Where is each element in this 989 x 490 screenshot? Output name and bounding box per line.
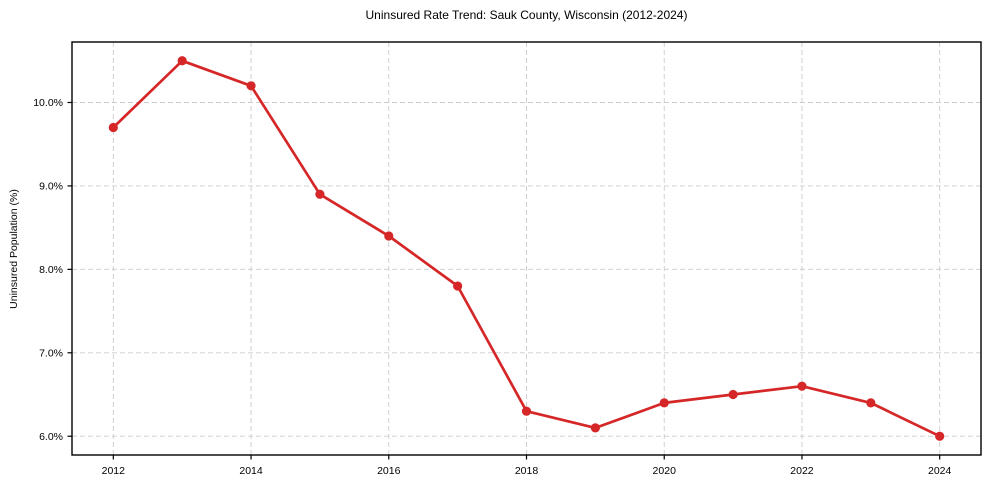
x-tick-label-2020: 2020 <box>653 465 677 477</box>
data-point-2021 <box>728 389 738 400</box>
data-point-2023 <box>866 398 876 408</box>
data-point-2019 <box>590 423 600 433</box>
data-point-2017 <box>453 281 463 291</box>
chart-title: Uninsured Rate Trend: Sauk County, Wisco… <box>365 8 688 22</box>
data-point-2022 <box>797 381 807 391</box>
axes-spines <box>71 41 982 456</box>
y-tick-label-9: 9.0% <box>39 181 63 193</box>
data-point-2018 <box>521 406 532 416</box>
y-tick-label-8: 8.0% <box>39 264 63 276</box>
data-point-2013 <box>177 56 187 66</box>
y-tick-label-6: 6.0% <box>39 431 63 443</box>
y-axis-label: Uninsured Population (%) <box>8 189 20 309</box>
data-point-2014 <box>246 81 256 91</box>
data-point-2020 <box>659 398 669 408</box>
data-point-2024 <box>935 431 945 441</box>
x-tick-label-2016: 2016 <box>377 465 401 477</box>
y-tick-label-7: 7.0% <box>39 347 63 359</box>
x-tick-label-2022: 2022 <box>790 465 814 477</box>
x-tick-label-2012: 2012 <box>102 465 126 477</box>
x-tick-label-2024: 2024 <box>928 465 952 477</box>
x-tick-label-2014: 2014 <box>239 465 263 477</box>
y-tick-label-10: 10.0% <box>33 97 63 109</box>
data-point-2012 <box>108 122 118 133</box>
data-point-2016 <box>384 231 394 241</box>
data-point-2015 <box>315 189 325 199</box>
x-tick-label-2018: 2018 <box>515 465 539 477</box>
